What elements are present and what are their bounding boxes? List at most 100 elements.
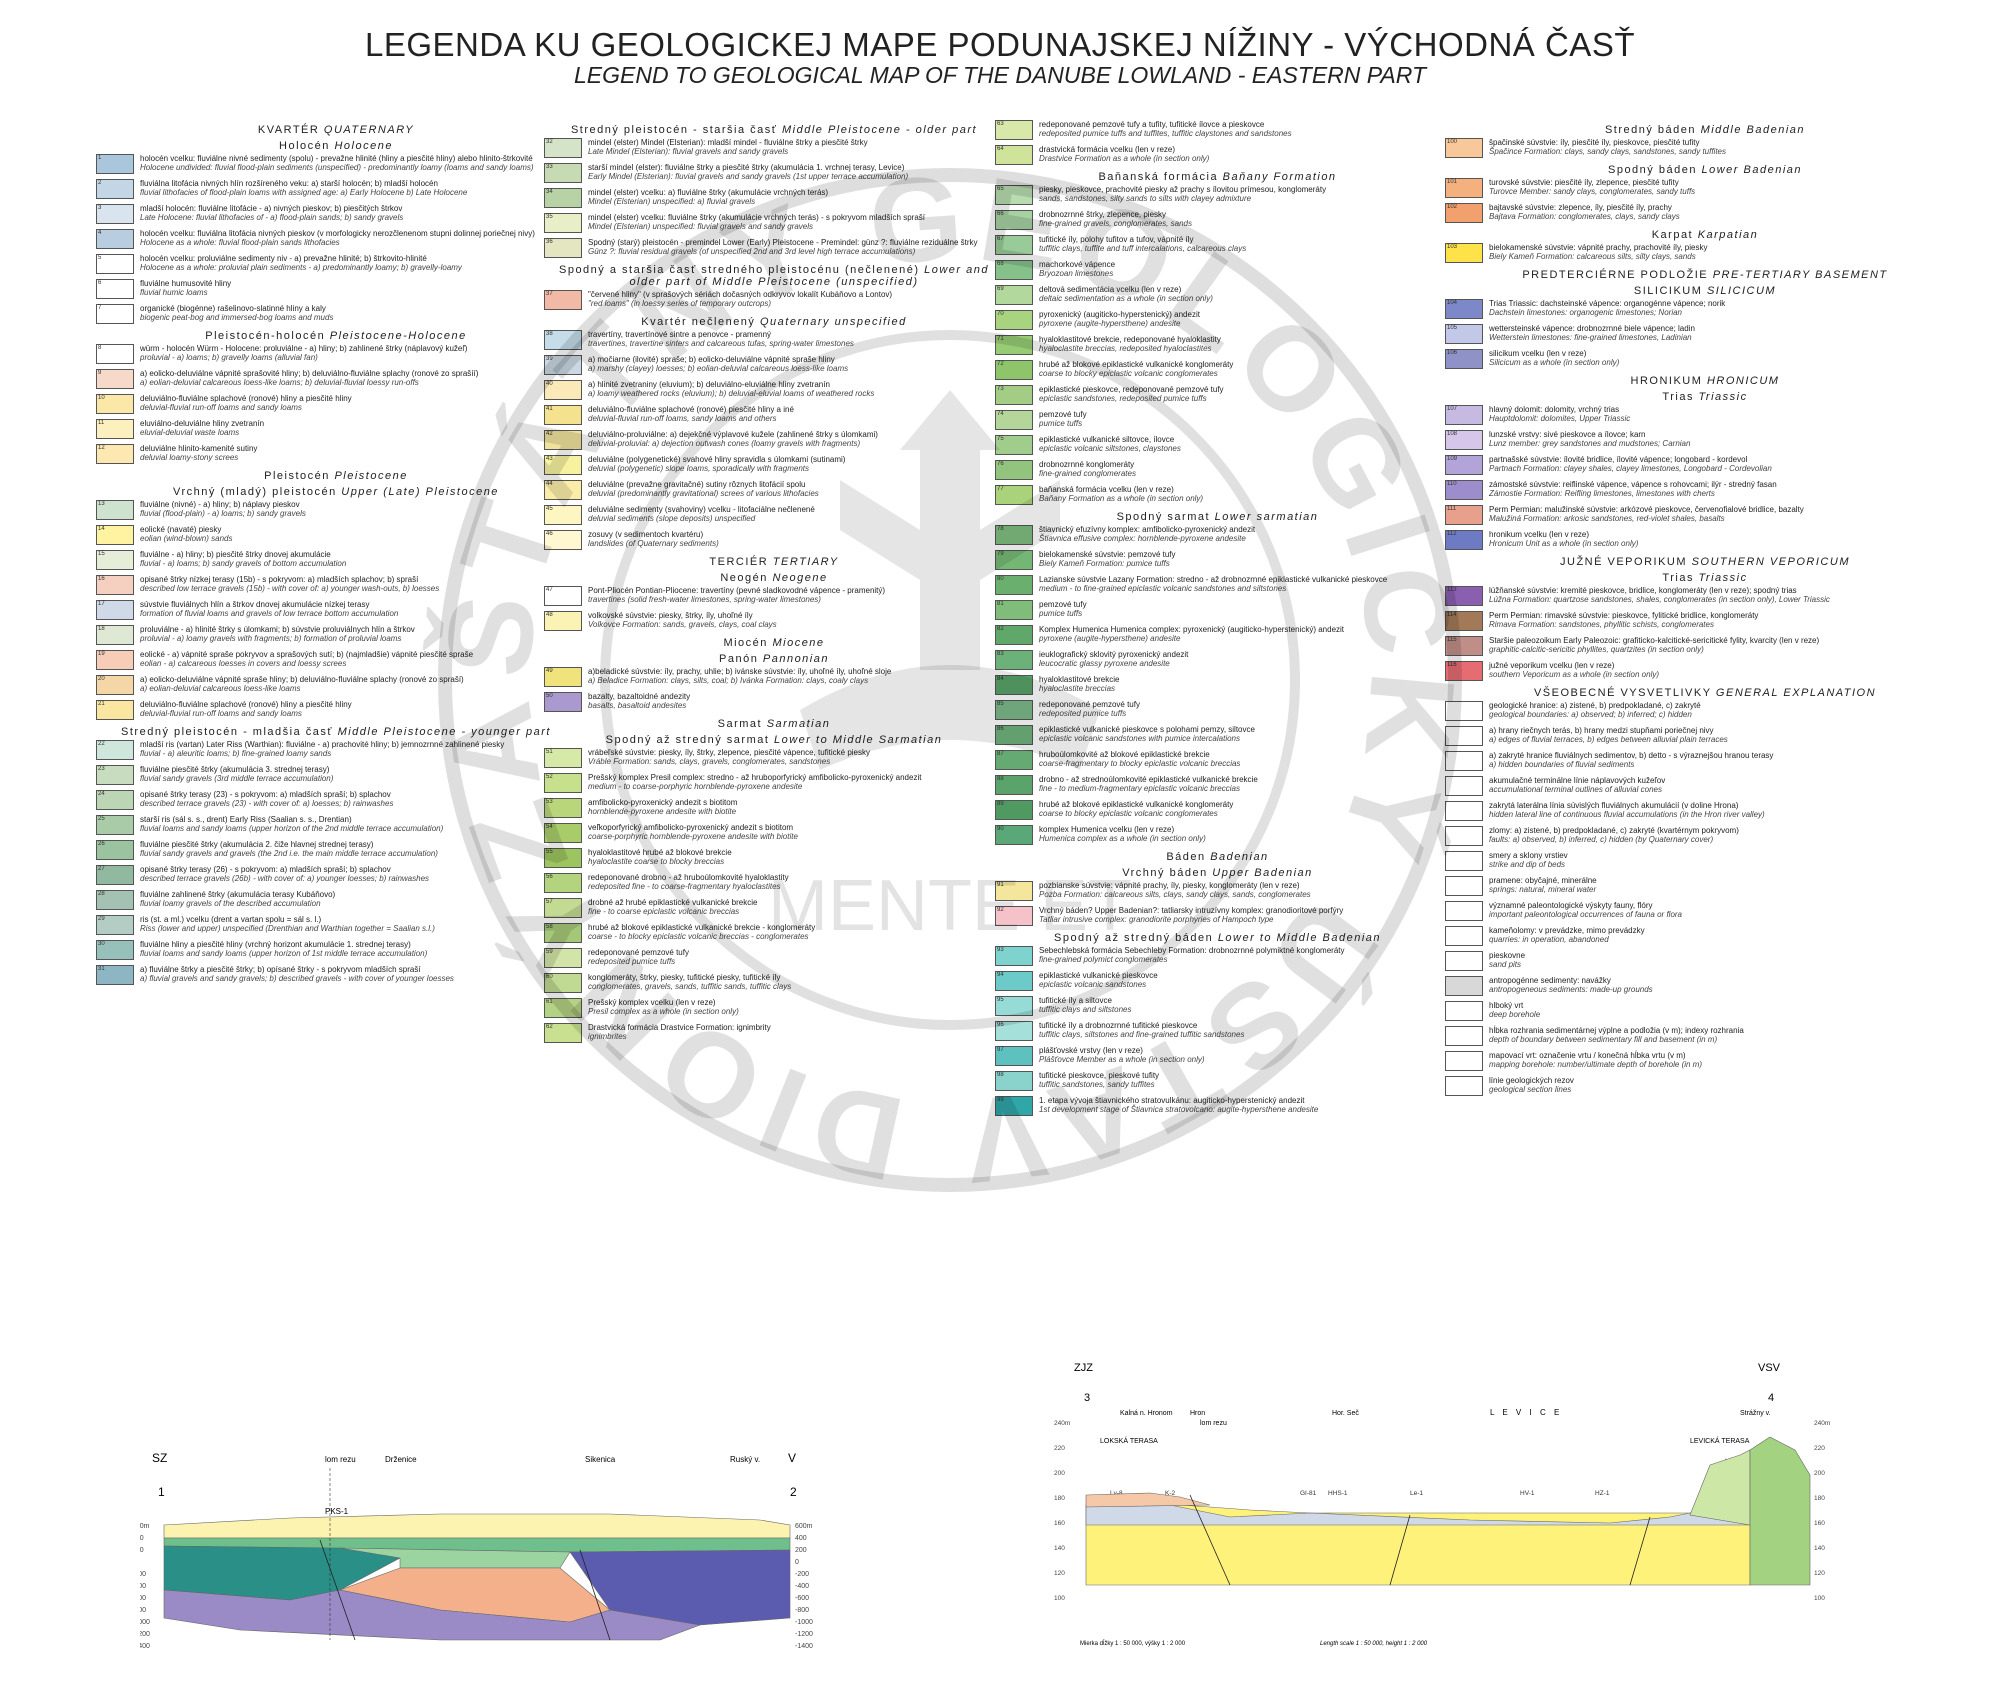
- legend-text: hyaloklastitové brekcie hyaloclastite bre…: [1039, 675, 1119, 693]
- legend-text-sk: fluviálne humusovité hliny: [140, 279, 232, 288]
- legend-item: akumulačné terminálne línie náplavových …: [1445, 776, 1965, 798]
- legend-number: 105: [1447, 325, 1458, 331]
- heading-en: Middle Pleistocene - older part: [781, 124, 978, 136]
- place-label: Hron: [1190, 1410, 1205, 1417]
- legend-text-en: Wetterstein limestones: fine-grained lim…: [1489, 333, 1692, 342]
- legend-subheading: Vrchný báden Upper Badenian: [995, 867, 1440, 879]
- axis-tick-label: 140: [1054, 1545, 1065, 1552]
- legend-text: štiavnický efuzívny komplex: amfibolicko…: [1039, 525, 1255, 543]
- legend-number: 11: [98, 420, 105, 426]
- legend-text-sk: redeponované drobno - až hruboúlomkovité…: [588, 873, 789, 882]
- legend-text-sk: Perm Permian: rimavské súvstvie: pieskov…: [1489, 611, 1759, 620]
- legend-text: würm - holocén Würm - Holocene: proluviá…: [140, 344, 467, 362]
- legend-item: 94 epiklastické vulkanické pieskovce epicl…: [995, 971, 1440, 993]
- legend-item: antropogénne sedimenty: navážky antropoge…: [1445, 976, 1965, 998]
- legend-item: 77 baňanská formácia vcelku (len v reze) B…: [995, 485, 1440, 507]
- legend-text-en: epiclastic volcanic siltstones, clayston…: [1039, 444, 1181, 453]
- legend-text-en: deluvial-fluvial run-off loams and sandy…: [140, 709, 302, 718]
- legend-text: "červené hliny" (v sprašových sériách do…: [588, 290, 892, 308]
- legend-text-en: travertines (solid fresh-water limestone…: [588, 595, 821, 604]
- legend-text: Prešský komplex vcelku (len v reze) Presi…: [588, 998, 739, 1016]
- legend-item: 69 deltová sedimentácia vcelku (len v rez…: [995, 285, 1440, 307]
- legend-text-en: fine-grained polymict conglomerates: [1039, 955, 1168, 964]
- legend-number: 88: [997, 776, 1004, 782]
- legend-text-en: Špačince Formation: clays, sandy clays, …: [1489, 147, 1727, 156]
- legend-swatch: 93: [995, 946, 1033, 966]
- legend-number: 38: [546, 331, 553, 337]
- legend-text-sk: lúžňanské súvstvie: kremité pieskovce, b…: [1489, 586, 1797, 595]
- legend-swatch: 105: [1445, 324, 1483, 344]
- legend-swatch: 52: [544, 773, 582, 793]
- legend-item: 84 hyaloklastitové brekcie hyaloclastite b…: [995, 675, 1440, 697]
- legend-number: 44: [546, 481, 553, 487]
- legend-text: fluviálna litofácia nivných hlín rozšíre…: [140, 179, 467, 197]
- legend-text-sk: bazalty, bazaltoidné andezity: [588, 692, 691, 701]
- legend-swatch: 86: [995, 725, 1033, 745]
- subheading-sk: Neogén: [720, 572, 768, 584]
- legend-item: 87 hruboúlomkovité až blokové epiklastick…: [995, 750, 1440, 772]
- legend-text-en: Malužiná Formation: arkosic sandstones, …: [1489, 514, 1725, 523]
- legend-text-en: fine - to coarse epiclastic volcanic bre…: [588, 907, 740, 916]
- legend-swatch: 89: [995, 800, 1033, 820]
- legend-text: silicikum vcelku (len v reze) Silicicum a…: [1489, 349, 1619, 367]
- legend-swatch: 32: [544, 138, 582, 158]
- legend-number: 87: [997, 751, 1004, 757]
- legend-item: 91 pozbianske súvstvie: vápnité prachy, í…: [995, 881, 1440, 903]
- legend-text: pemzové tufy pumice tuffs: [1039, 410, 1087, 428]
- legend-item: 14 eolické (navaté) piesky eolian (wind-bl…: [96, 525, 576, 547]
- legend-text-sk: Sebechlebská formácia Sebechleby Formati…: [1039, 946, 1345, 955]
- legend-item: 68 machorkové vápence Bryozoan limestones: [995, 260, 1440, 282]
- legend-text-en: Pozba Formation: calcareous silts, clays…: [1039, 890, 1311, 899]
- legend-text: redeponované pemzové tufy a tufity, tufi…: [1039, 120, 1292, 138]
- legend-swatch: 50: [544, 692, 582, 712]
- legend-item: 29 ris (st. a ml.) vcelku (drent a vartan…: [96, 915, 576, 937]
- legend-swatch: 18: [96, 625, 134, 645]
- legend-text: komplex Humenica vcelku (len v reze) Hume…: [1039, 825, 1206, 843]
- legend-text-sk: deluviálne (prevažne gravitačné) sutiny …: [588, 480, 806, 489]
- legend-number: 65: [997, 186, 1004, 192]
- legend-text-sk: Trias Triassic: dachsteinské vápence: or…: [1489, 299, 1726, 308]
- axis-tick-label: -400: [795, 1583, 809, 1590]
- legend-item: 96 tufitické íly a drobnozrnné tufitické …: [995, 1021, 1440, 1043]
- legend-text: Spodný (starý) pleistocén - premindel Lo…: [588, 238, 978, 256]
- legend-text: ieuklografický sklovitý pyroxenický ande…: [1039, 650, 1188, 668]
- legend-swatch: 114: [1445, 611, 1483, 631]
- legend-text-sk: hrubé až blokové epiklastické vulkanické…: [588, 923, 816, 932]
- legend-text-sk: tufitické íly a siltovce: [1039, 996, 1112, 1005]
- legend-section-heading: Stredný pleistocén - mladšia časť Middle…: [96, 726, 576, 738]
- legend-text: Pont-Pliocén Pontian-Pliocene: travertín…: [588, 586, 885, 604]
- legend-swatch: 61: [544, 998, 582, 1018]
- legend-number: 116: [1447, 662, 1457, 668]
- legend-item: 97 plášťovské vrstvy (len v reze) Plášťovc…: [995, 1046, 1440, 1068]
- legend-number: 23: [98, 766, 105, 772]
- legend-text-sk: fluviálne zahlinené štrky (akumulácia te…: [140, 890, 336, 899]
- legend-item: 105 wettersteinské vápence: drobnozrnné b…: [1445, 324, 1965, 346]
- legend-number: 43: [546, 456, 553, 462]
- legend-swatch: 1: [96, 154, 134, 174]
- legend-text-en: redeposited pumice tuffs and tuffites, t…: [1039, 129, 1292, 138]
- heading-sk: TERCIÉR: [709, 556, 769, 568]
- legend-swatch: 33: [544, 163, 582, 183]
- legend-text: mindel (elster) vcelku: a) fluviálne štr…: [588, 188, 828, 206]
- section-unit-terrace: [1689, 1449, 1751, 1526]
- section-end-left: ZJZ: [1074, 1362, 1093, 1374]
- legend-text-sk: bielokamenské súvstvie: vápnité prachy, …: [1489, 243, 1708, 252]
- legend-text: akumulačné terminálne línie náplavových …: [1489, 776, 1665, 794]
- legend-item: zakrytá laterálna línia súvislých fluviá…: [1445, 801, 1965, 823]
- legend-number: 112: [1447, 531, 1457, 537]
- legend-text-en: Hauptdolomit: dolomites, Upper Triassic: [1489, 414, 1631, 423]
- subheading-en: Pannonian: [762, 653, 829, 665]
- axis-tick-label: -400: [140, 1583, 146, 1590]
- legend-text-en: basalts, basaltoid andesites: [588, 701, 687, 710]
- legend-swatch: 8: [96, 344, 134, 364]
- legend-swatch: [1445, 751, 1483, 771]
- heading-sk: VŠEOBECNÉ VYSVETLIVKY: [1533, 687, 1712, 699]
- legend-item: 99 1. etapa vývoja štiavnického stratovul…: [995, 1096, 1440, 1118]
- legend-text-en: a) fluvial gravels and sandy gravels; b)…: [140, 974, 454, 983]
- legend-number: 97: [997, 1047, 1004, 1053]
- legend-swatch: 13: [96, 500, 134, 520]
- legend-text-sk: fluviálne - a) hliny; b) piesčité štrky …: [140, 550, 331, 559]
- legend-number: 111: [1447, 506, 1457, 512]
- legend-item: 13 fluviálne (nivné) - a) hliny; b) nápla…: [96, 500, 576, 522]
- legend-item: 53 amfibolicko-pyroxenický andezit s biot…: [544, 798, 1004, 820]
